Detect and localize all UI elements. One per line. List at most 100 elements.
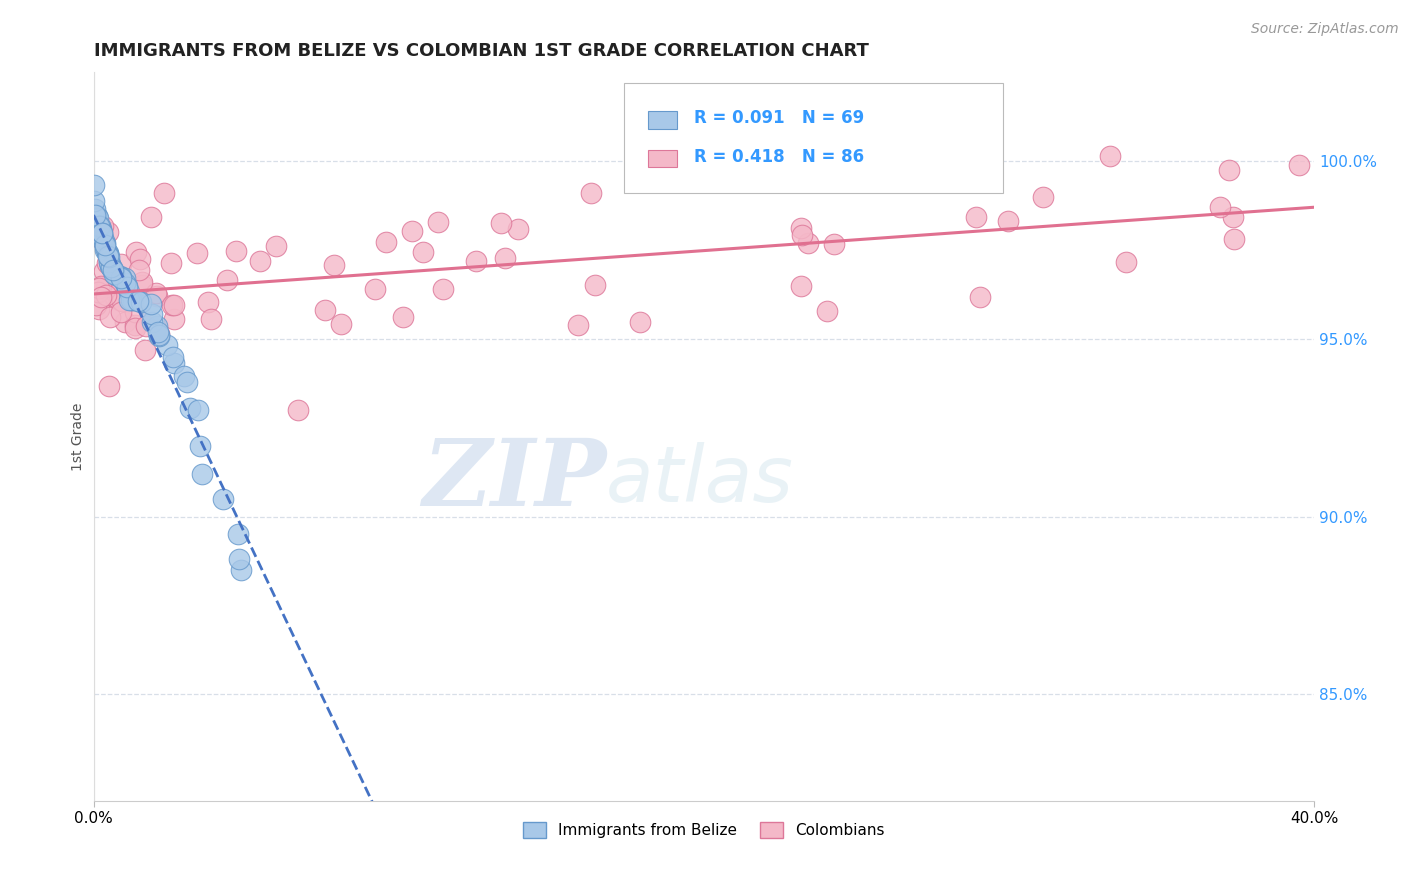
Point <box>628 315 651 329</box>
Point <box>90 226 112 240</box>
Point <box>412 244 434 259</box>
FancyBboxPatch shape <box>624 83 1002 193</box>
Point <box>108 293 131 308</box>
Point <box>100 260 122 275</box>
Point <box>229 563 252 577</box>
Point <box>1218 162 1240 177</box>
Point <box>125 245 148 260</box>
Point <box>89 219 111 233</box>
Point <box>83 194 105 208</box>
Point <box>162 350 184 364</box>
Point <box>101 261 124 276</box>
Point <box>228 552 250 566</box>
Point <box>139 210 162 224</box>
Point <box>97 247 120 261</box>
Point <box>98 378 121 392</box>
Point <box>141 315 163 329</box>
Point <box>792 228 814 243</box>
Point <box>128 252 150 266</box>
Point <box>508 222 530 236</box>
Point <box>94 280 117 294</box>
Point <box>391 310 413 325</box>
Point <box>1115 254 1137 268</box>
Point <box>86 209 108 223</box>
Point <box>141 297 163 311</box>
Point <box>225 244 247 258</box>
Point <box>432 282 454 296</box>
Point <box>100 259 122 273</box>
Point <box>489 216 512 230</box>
Point <box>187 403 209 417</box>
Point <box>581 186 603 200</box>
Point <box>374 235 396 249</box>
Point <box>122 293 145 308</box>
Point <box>287 403 309 417</box>
Legend: Immigrants from Belize, Colombians: Immigrants from Belize, Colombians <box>517 816 891 844</box>
Point <box>160 298 183 312</box>
Point <box>1222 210 1244 224</box>
Point <box>965 211 987 225</box>
Point <box>114 315 136 329</box>
Point <box>114 276 136 290</box>
Point <box>103 267 125 281</box>
Point <box>87 285 110 299</box>
Point <box>90 221 112 235</box>
Point <box>124 320 146 334</box>
Point <box>266 239 288 253</box>
Point <box>790 221 813 235</box>
Point <box>191 467 214 481</box>
Point <box>120 293 142 308</box>
Point <box>97 248 120 262</box>
Point <box>1209 200 1232 214</box>
Text: IMMIGRANTS FROM BELIZE VS COLOMBIAN 1ST GRADE CORRELATION CHART: IMMIGRANTS FROM BELIZE VS COLOMBIAN 1ST … <box>94 42 869 60</box>
Point <box>97 245 120 260</box>
Point <box>110 271 132 285</box>
Point <box>89 219 111 233</box>
Point <box>118 285 141 299</box>
Point <box>200 312 222 326</box>
Point <box>1288 158 1310 172</box>
Point <box>969 290 991 304</box>
Point <box>94 243 117 257</box>
Point <box>87 211 110 225</box>
Point <box>97 225 120 239</box>
Point <box>148 328 170 343</box>
Point <box>96 245 118 260</box>
Y-axis label: 1st Grade: 1st Grade <box>72 402 86 471</box>
Point <box>110 269 132 284</box>
Point <box>134 343 156 357</box>
Point <box>146 325 169 339</box>
Point <box>114 271 136 285</box>
Point <box>84 228 107 243</box>
Point <box>90 226 112 240</box>
Point <box>160 256 183 270</box>
Point <box>98 254 121 268</box>
FancyBboxPatch shape <box>648 150 676 167</box>
Point <box>110 305 132 319</box>
Point <box>91 219 114 233</box>
Point <box>162 356 184 370</box>
Point <box>148 326 170 341</box>
Point <box>93 235 115 250</box>
Point <box>118 293 141 307</box>
Point <box>146 319 169 334</box>
Point <box>329 318 352 332</box>
Text: Source: ZipAtlas.com: Source: ZipAtlas.com <box>1251 22 1399 37</box>
Point <box>1031 190 1053 204</box>
Point <box>188 438 211 452</box>
Text: R = 0.418   N = 86: R = 0.418 N = 86 <box>695 148 865 166</box>
Point <box>176 375 198 389</box>
Point <box>124 318 146 332</box>
Point <box>997 214 1019 228</box>
Point <box>86 298 108 312</box>
Point <box>146 289 169 303</box>
Point <box>90 278 112 293</box>
Point <box>131 278 153 293</box>
Point <box>104 268 127 282</box>
Point <box>583 278 606 293</box>
FancyBboxPatch shape <box>648 111 676 128</box>
Point <box>226 527 249 541</box>
Point <box>90 290 112 304</box>
Point <box>135 319 157 334</box>
Point <box>217 273 239 287</box>
